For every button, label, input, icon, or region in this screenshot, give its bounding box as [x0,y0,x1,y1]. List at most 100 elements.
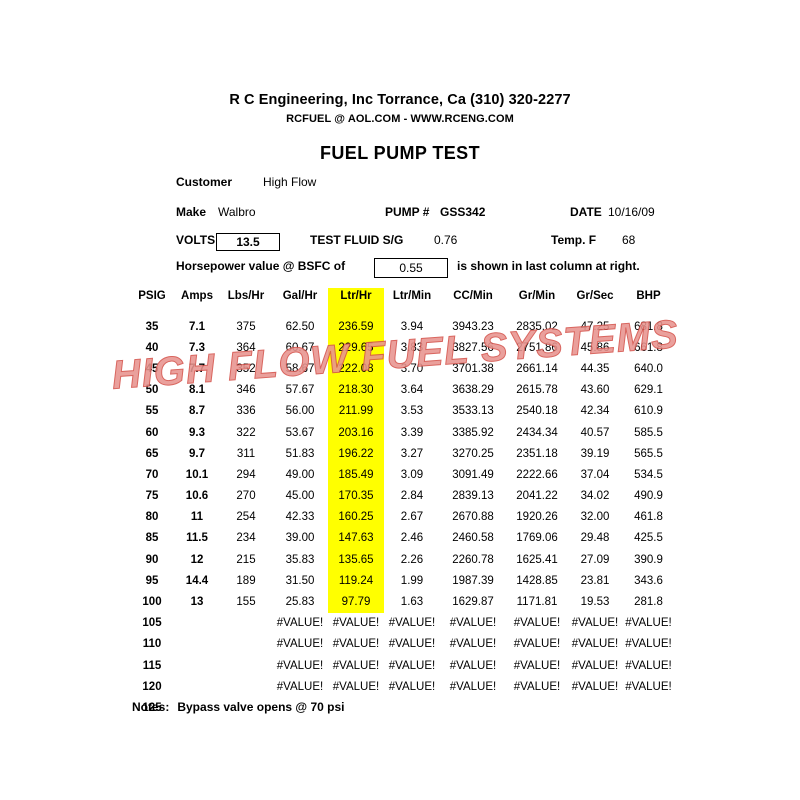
cell-lbshr [220,697,272,718]
table-row: 35 7.1 375 62.50 236.59 3.94 3943.23 2835.02 47.… [130,316,675,338]
cell-grsec: 37.04 [580,468,610,481]
company-contact: RCFUEL @ AOL.COM - WWW.RCENG.COM [286,113,514,125]
cell-lbshr: 294 [236,468,256,481]
cell-ccmin: 3827.56 [452,341,494,354]
temperature-label: Temp. F [551,233,597,247]
cell-bhp: 281.8 [634,596,663,609]
cell-galhr: 58.67 [285,362,315,375]
cell-amps: 11.5 [186,532,208,545]
cell-grmin: 2351.18 [516,447,558,460]
table-row: 60 9.3 322 53.67 203.16 3.39 3385.92 2434.34 40.… [130,421,675,444]
cell-ccmin: 3270.25 [452,447,494,460]
bsfc-prefix-label: Horsepower value @ BSFC of [176,259,346,273]
cell-bhp: #VALUE! [625,659,672,672]
pump-number-label: PUMP # [385,205,430,219]
cell-ltrhr: 170.35 [328,485,384,507]
cell-ltrmin: 3.64 [400,384,424,397]
cell-psig: 50 [145,384,159,397]
cell-galhr: 42.33 [285,511,315,524]
cell-psig: 80 [145,511,159,524]
cell-grmin: 2751.86 [516,341,558,354]
notes-line: Notes: Bypass valve opens @ 70 psi [132,700,344,714]
cell-ltrhr: 218.30 [328,379,384,401]
table-row: 40 7.3 364 60.67 229.65 3.83 3827.56 2751.86 45.… [130,337,675,359]
table-row: 100 13 155 25.83 97.79 1.63 1629.87 1171.81 19.5… [130,591,675,613]
cell-amps [174,676,220,697]
bsfc-value: 0.55 [374,257,448,278]
bsfc-field[interactable]: 0.55 [374,257,448,278]
cell-amps: 9.3 [189,426,205,439]
test-fluid-label: TEST FLUID S/G [310,233,404,247]
cell-lbshr: 375 [236,320,256,333]
bsfc-suffix-label: is shown in last column at right. [457,259,640,273]
table-row: 70 10.1 294 49.00 185.49 3.09 3091.49 2222.66 37… [130,464,675,486]
volts-fluid-temp-row: VOLTS 13.5 TEST FLUID S/G 0.76 Temp. F 6… [0,230,800,251]
cell-grsec: 45.86 [580,341,610,354]
cell-ltrmin: #VALUE! [388,659,436,672]
cell-grsec: 29.48 [580,532,610,545]
cell-bhp [622,697,675,718]
temperature-value: 68 [622,233,636,247]
column-header-ltrhr: Ltr/Hr [328,288,384,316]
cell-galhr: 57.67 [285,384,315,397]
cell-grsec: #VALUE! [571,638,619,651]
cell-bhp: #VALUE! [625,680,672,693]
cell-grmin: 2041.22 [516,490,558,503]
cell-ltrhr: 222.08 [328,358,384,380]
cell-galhr: #VALUE! [276,659,324,672]
cell-bhp: #VALUE! [625,638,672,651]
cell-ltrmin: 3.09 [400,468,424,481]
cell-ltrhr: #VALUE! [332,659,380,672]
table-row: 125 [130,697,675,718]
cell-ltrmin: 3.70 [400,362,424,375]
cell-ltrhr: #VALUE! [332,617,380,630]
cell-amps [174,655,220,676]
cell-amps: 11 [190,511,204,524]
cell-ltrmin: 2.84 [400,490,424,503]
cell-lbshr: 189 [236,574,256,587]
cell-psig: 115 [142,659,162,672]
cell-galhr: 62.50 [285,320,315,333]
cell-bhp: 425.5 [634,532,663,545]
cell-amps: 7.7 [189,362,205,375]
cell-ccmin: 3701.38 [452,362,494,375]
page-title: FUEL PUMP TEST [320,143,480,163]
cell-galhr: 31.50 [285,574,315,587]
cell-amps: 14.4 [185,574,209,587]
cell-lbshr: 234 [236,532,256,545]
table-row: 115 #VALUE! #VALUE! #VALUE! #VALUE! #VALUE! #V… [130,655,675,676]
cell-grmin: 1625.41 [516,553,558,566]
cell-ltrhr: 147.63 [328,527,384,550]
cell-ccmin: 2260.78 [452,553,494,566]
cell-ccmin: #VALUE! [449,638,497,651]
volts-value: 13.5 [216,232,280,251]
cell-ltrmin: 1.63 [400,596,424,609]
cell-amps: 13 [190,596,204,609]
cell-bhp: 661.8 [634,341,663,354]
column-header-ccmin: CC/Min [453,290,493,302]
table-row: 105 #VALUE! #VALUE! #VALUE! #VALUE! #VALUE! #V… [130,613,675,634]
cell-amps: 8.1 [189,384,205,397]
cell-ccmin: 1987.39 [452,574,494,587]
cell-grmin [506,697,568,718]
cell-psig: 60 [145,426,159,439]
table-row: 120 #VALUE! #VALUE! #VALUE! #VALUE! #VALUE! #V… [130,676,675,697]
cell-amps: 7.1 [189,320,205,333]
cell-psig: 35 [145,320,159,333]
cell-grmin: 2222.66 [516,468,558,481]
cell-lbshr: 270 [236,490,256,503]
cell-ltrmin: 1.99 [400,574,424,587]
cell-psig: 120 [142,680,162,693]
cell-galhr: 53.67 [285,426,315,439]
cell-grmin: 2434.34 [516,426,558,439]
cell-psig: 45 [145,362,159,375]
cell-grmin: #VALUE! [513,680,561,693]
volts-field[interactable]: 13.5 [216,231,280,251]
cell-bhp: 534.5 [634,468,663,481]
table-row: 55 8.7 336 56.00 211.99 3.53 3533.13 2540.18 42.… [130,400,675,422]
cell-ltrhr: 236.59 [328,316,384,338]
cell-bhp: 640.0 [634,362,663,375]
date-value: 10/16/09 [608,205,655,219]
cell-ltrmin: 2.67 [400,511,424,524]
cell-grsec: 23.81 [580,574,610,587]
